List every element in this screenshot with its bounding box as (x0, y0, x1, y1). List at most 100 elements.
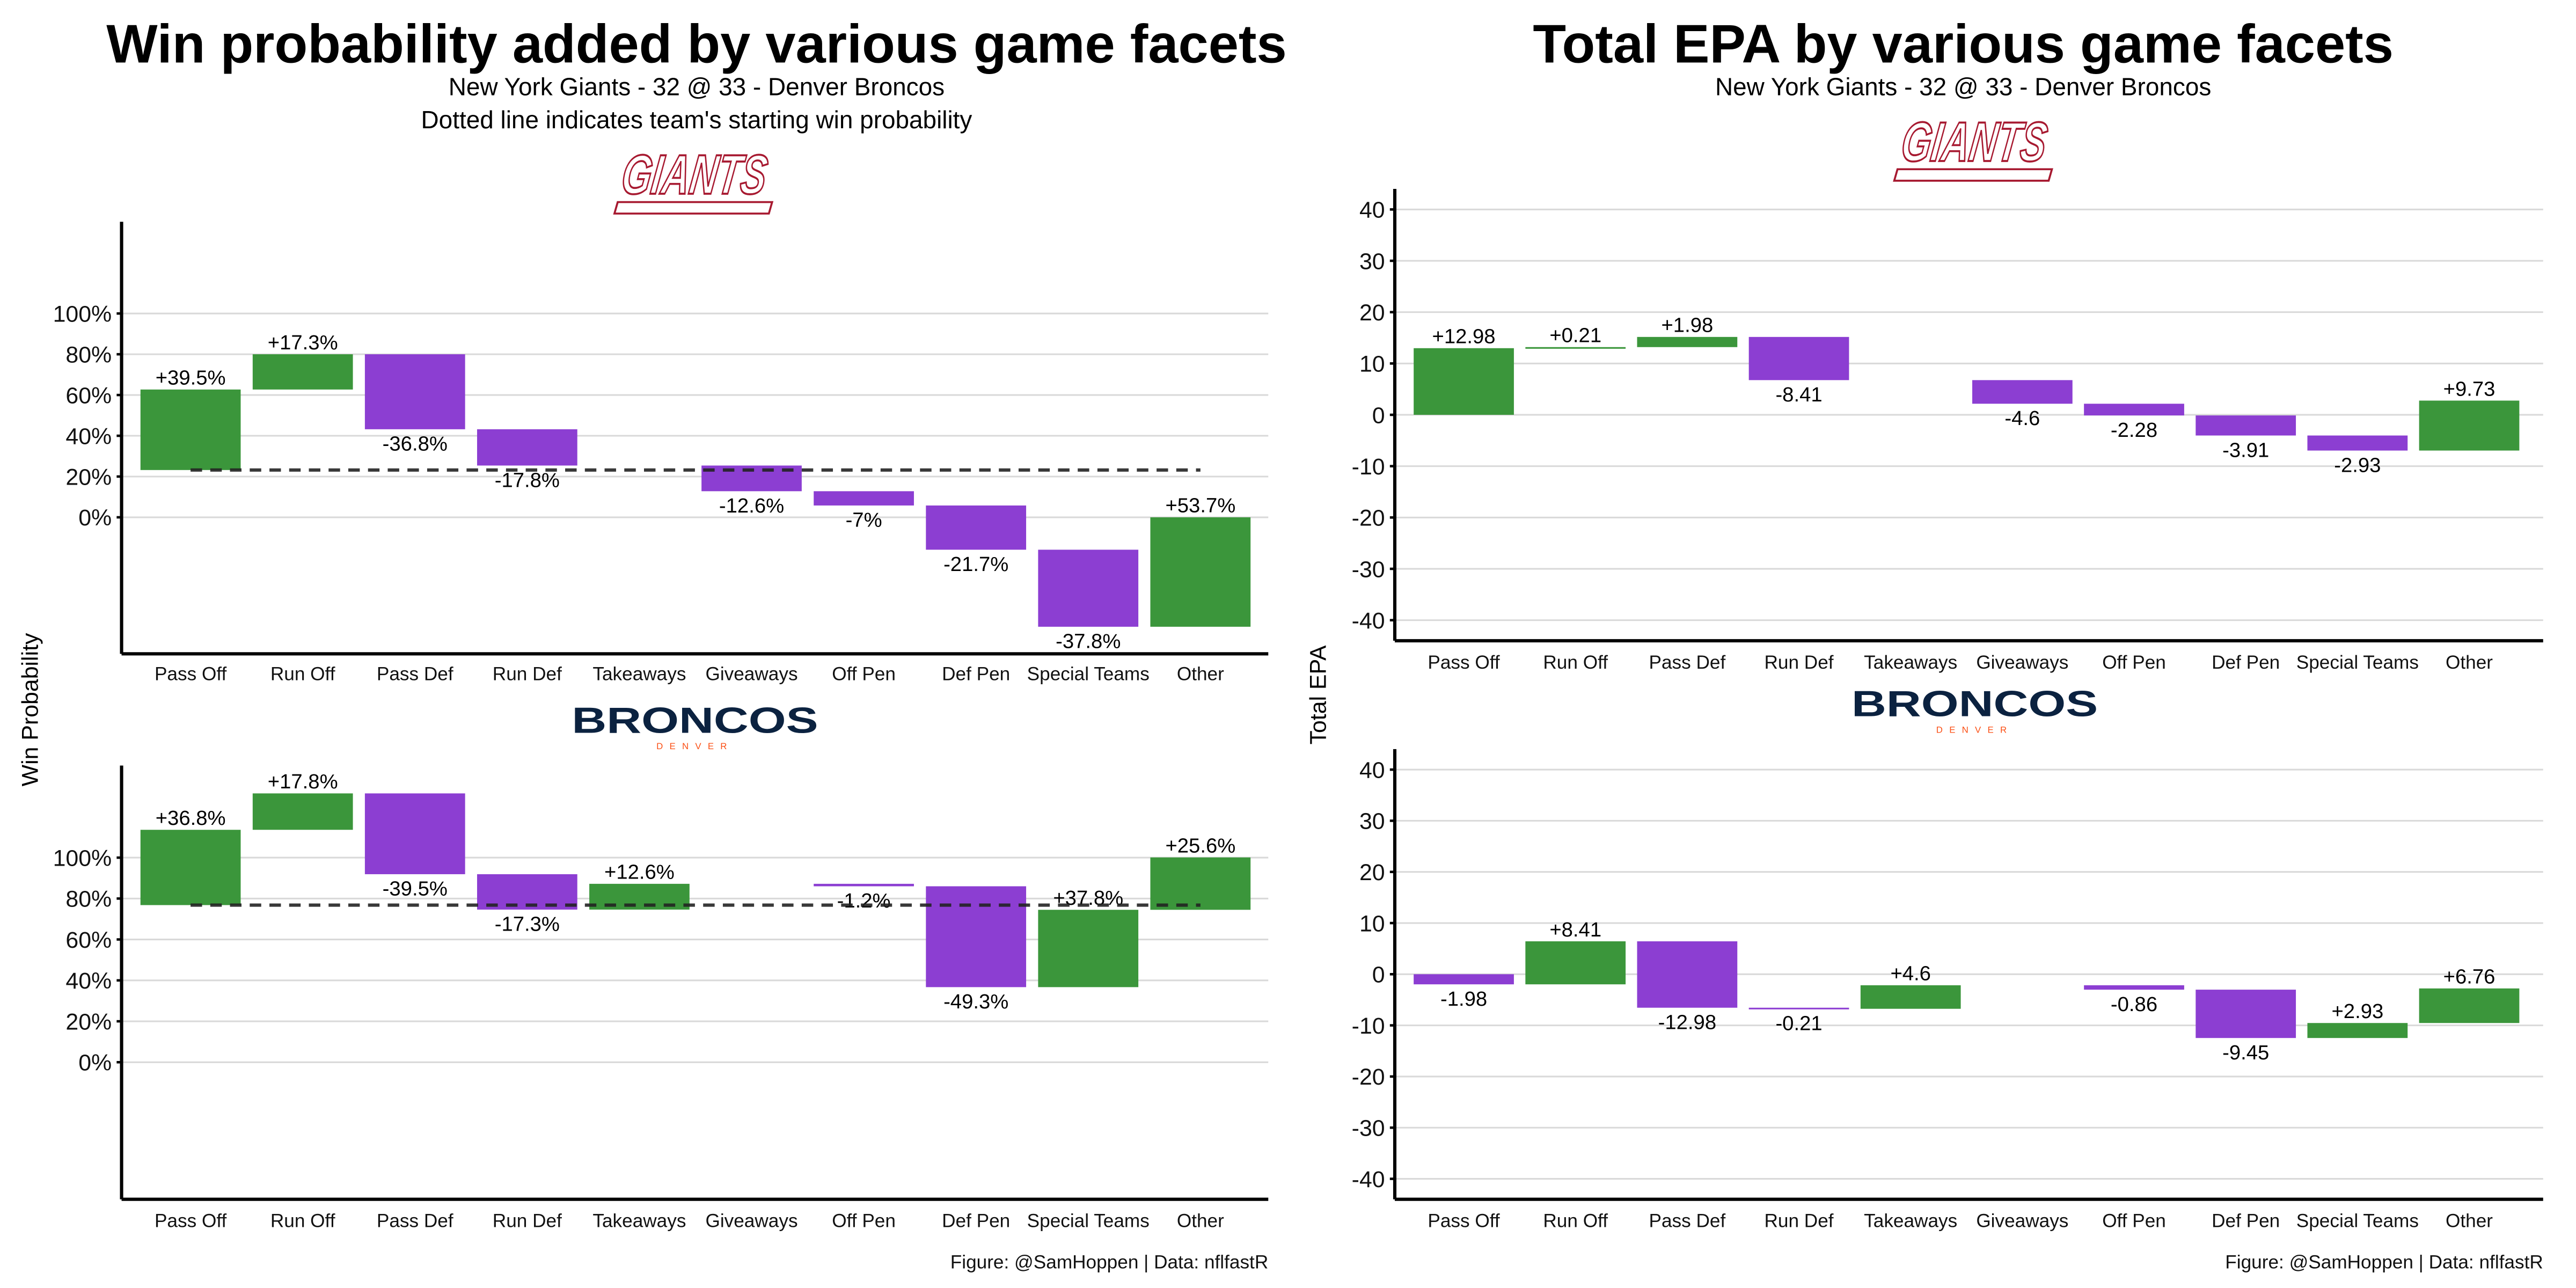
data-label: -12.6% (719, 494, 784, 517)
x-tick-label: Takeaways (1864, 1211, 1957, 1232)
bar-pass-def (1637, 941, 1738, 1008)
bar-pass-def (364, 793, 465, 874)
data-label: +17.8% (268, 770, 338, 793)
y-tick-label: 30 (1359, 809, 1385, 835)
data-label: +4.6 (1890, 962, 1931, 985)
y-tick-label: 30 (1359, 248, 1385, 274)
y-tick-label: 40% (65, 423, 112, 449)
y-tick-label: 40 (1359, 757, 1385, 783)
right-caption: Figure: @SamHoppen | Data: nflfastR (2225, 1252, 2543, 1272)
bar-other (1150, 517, 1251, 627)
bar-run-off (1525, 347, 1626, 349)
giants-epa-chart: -40 -30 -20 -10 0 10 20 30 40 Pass Off +12.98 Run O… (1352, 189, 2543, 673)
bar-special-teams (1038, 910, 1139, 987)
x-tick-label: Giveaways (705, 1211, 797, 1232)
y-tick-label: 20% (65, 464, 112, 490)
y-tick-label: -30 (1352, 1116, 1385, 1141)
giants-logo: GIANTS (613, 143, 774, 215)
data-label: -49.3% (943, 990, 1008, 1013)
x-tick-label: Run Def (493, 663, 562, 684)
left-subtitle: New York Giants - 32 @ 33 - Denver Bronc… (449, 73, 945, 101)
bar-run-off (1525, 941, 1626, 985)
bar-takeaways (1860, 985, 1961, 1009)
x-tick-label: Run Off (270, 663, 335, 684)
x-tick-label: Giveaways (1976, 1211, 2068, 1232)
bar-pass-off (140, 830, 241, 905)
data-label: +39.5% (156, 367, 226, 390)
right-y-axis-title: Total EPA (1305, 645, 1331, 744)
broncos-win-probability-chart: 0% 20% 40% 60% 80% 100% Pass Off +36.8% Run Off +… (53, 765, 1269, 1232)
bar-off-pen (2084, 985, 2184, 990)
svg-text:BRONCOS: BRONCOS (572, 700, 818, 741)
x-tick-label: Off Pen (832, 1211, 896, 1232)
y-tick-label: 100% (53, 845, 112, 871)
x-tick-label: Other (1177, 663, 1224, 684)
x-tick-label: Run Off (1543, 1211, 1608, 1232)
data-label: -36.8% (383, 433, 448, 456)
data-label: +36.8% (156, 807, 226, 830)
right-title: Total EPA by various game facets (1533, 14, 2394, 74)
x-tick-label: Def Pen (2212, 1211, 2280, 1232)
data-label: -17.3% (495, 913, 560, 936)
x-tick-label: Other (2446, 1211, 2493, 1232)
broncos-logo: BRONCOS DENVER (572, 700, 818, 751)
x-tick-label: Giveaways (1976, 652, 2068, 673)
data-label: -2.28 (2111, 419, 2157, 442)
data-label: +17.3% (268, 331, 338, 354)
y-tick-label: -40 (1352, 608, 1385, 634)
y-tick-label: 0% (78, 1050, 112, 1076)
bar-def-pen (926, 505, 1027, 550)
y-tick-label: 20 (1359, 300, 1385, 326)
giants-win-probability-chart: 0% 20% 40% 60% 80% 100% Pass Off +39.5% Run Off +… (53, 222, 1269, 684)
y-tick-label: -20 (1352, 506, 1385, 531)
data-label: -17.8% (495, 469, 560, 492)
bar-pass-def (364, 354, 465, 429)
bar-off-pen (2084, 404, 2184, 416)
y-tick-label: 0 (1372, 962, 1385, 988)
x-tick-label: Off Pen (832, 663, 896, 684)
right-subtitle: New York Giants - 32 @ 33 - Denver Bronc… (1715, 73, 2211, 101)
y-tick-label: -30 (1352, 557, 1385, 582)
data-label: +0.21 (1549, 324, 1601, 347)
svg-text:GIANTS: GIANTS (1898, 111, 2051, 173)
y-tick-label: 60% (65, 927, 112, 953)
data-label: +53.7% (1165, 494, 1235, 517)
data-label: +6.76 (2443, 965, 2496, 989)
bar-run-def (1748, 1007, 1849, 1009)
y-tick-label: 40% (65, 968, 112, 994)
bar-other (2419, 400, 2520, 451)
left-title: Win probability added by various game fa… (106, 14, 1287, 74)
bar-pass-off (1414, 974, 1514, 985)
data-label: -2.93 (2334, 453, 2381, 477)
y-tick-label: 0 (1372, 402, 1385, 428)
x-tick-label: Giveaways (705, 663, 797, 684)
data-label: -3.91 (2222, 438, 2269, 462)
y-tick-label: 0% (78, 505, 112, 531)
y-tick-label: 10 (1359, 911, 1385, 936)
data-label: -1.2% (837, 889, 891, 912)
x-tick-label: Takeaways (592, 663, 686, 684)
data-label: +1.98 (1661, 314, 1713, 337)
y-tick-label: -10 (1352, 454, 1385, 480)
bar-pass-off (1414, 348, 1514, 415)
data-label: +8.41 (1549, 918, 1601, 941)
y-tick-label: 100% (53, 301, 112, 327)
bar-other (2419, 988, 2520, 1023)
y-tick-label: 60% (65, 383, 112, 408)
bar-off-pen (814, 883, 914, 887)
x-tick-label: Takeaways (1864, 652, 1957, 673)
bar-pass-off (140, 389, 241, 470)
x-tick-label: Special Teams (2296, 1211, 2419, 1232)
bar-special-teams (2307, 1023, 2408, 1038)
x-tick-label: Special Teams (2296, 652, 2419, 673)
x-tick-label: Run Off (1543, 652, 1608, 673)
bar-run-off (252, 793, 353, 830)
x-tick-label: Run Off (270, 1211, 335, 1232)
bar-run-def (477, 429, 577, 466)
left-subtitle-note: Dotted line indicates team's starting wi… (421, 106, 972, 134)
giants-logo: GIANTS (1893, 110, 2053, 182)
x-tick-label: Other (1177, 1211, 1224, 1232)
x-tick-label: Pass Off (1428, 1211, 1500, 1232)
data-label: +25.6% (1165, 835, 1235, 858)
